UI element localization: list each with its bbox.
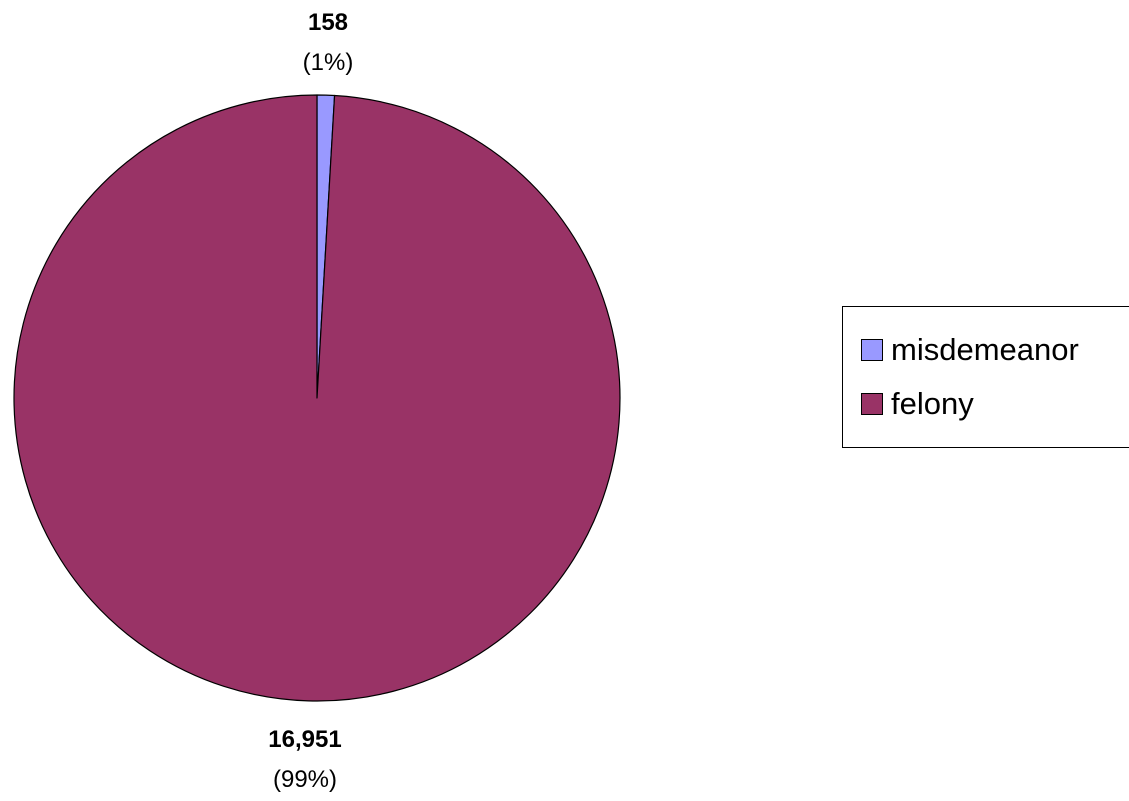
pie-slices bbox=[13, 94, 621, 702]
legend-item-felony: felony bbox=[861, 387, 974, 421]
legend-swatch-felony bbox=[861, 393, 883, 415]
legend-swatch-misdemeanor bbox=[861, 339, 883, 361]
data-label-value-felony: 16,951 bbox=[268, 726, 341, 753]
data-label-percent-felony: (99%) bbox=[273, 766, 337, 793]
pie-labels: 158 (1%) 16,951 (99%) bbox=[268, 9, 353, 793]
pie-slice-felony bbox=[13, 94, 621, 702]
data-label-value-misdemeanor: 158 bbox=[308, 9, 348, 36]
legend-item-misdemeanor: misdemeanor bbox=[861, 333, 1079, 367]
chart-legend: misdemeanor felony bbox=[842, 306, 1129, 448]
data-label-percent-misdemeanor: (1%) bbox=[303, 49, 354, 76]
legend-label-felony: felony bbox=[891, 386, 974, 421]
legend-label-misdemeanor: misdemeanor bbox=[891, 332, 1079, 367]
